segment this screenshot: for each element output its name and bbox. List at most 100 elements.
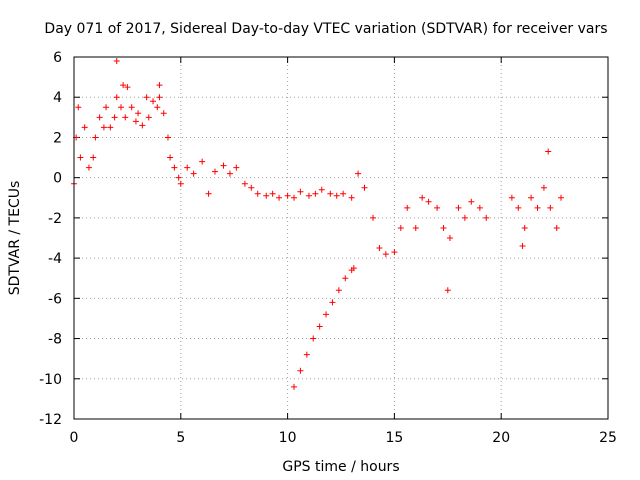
plot-frame xyxy=(73,56,609,420)
data-point xyxy=(263,192,270,199)
data-point xyxy=(124,84,131,91)
data-point xyxy=(75,104,82,111)
data-point xyxy=(455,204,462,211)
data-point xyxy=(312,190,319,197)
data-point xyxy=(156,82,163,89)
y-tick-label: 6 xyxy=(53,50,62,66)
tick-labels: 0 5 10 15 20 25 -12 -10 -8 -6 -4 -2 0 2 4 6 xyxy=(39,50,617,446)
data-point xyxy=(132,118,139,125)
data-point xyxy=(156,94,163,101)
y-tick-label: 0 xyxy=(53,171,62,187)
x-tick-label: 20 xyxy=(492,430,510,446)
data-point xyxy=(540,184,547,191)
data-point xyxy=(297,367,304,374)
data-point xyxy=(440,224,447,231)
data-point xyxy=(145,114,152,121)
data-point xyxy=(528,194,535,201)
data-point xyxy=(122,114,129,121)
data-point xyxy=(404,204,411,211)
data-point xyxy=(446,235,453,241)
data-point xyxy=(85,164,92,171)
data-point xyxy=(310,335,317,342)
data-point xyxy=(434,204,441,211)
grid xyxy=(74,57,608,419)
data-point xyxy=(160,110,167,117)
data-point xyxy=(316,323,323,330)
data-point xyxy=(77,154,84,161)
x-tick-label: 10 xyxy=(279,430,297,446)
data-point xyxy=(100,124,107,131)
y-tick-label: -10 xyxy=(39,372,62,388)
data-point xyxy=(553,224,560,231)
data-point xyxy=(90,154,97,161)
data-point xyxy=(534,204,541,211)
y-tick-label: 4 xyxy=(53,90,62,106)
data-point xyxy=(177,180,184,187)
data-point xyxy=(382,251,389,258)
data-point xyxy=(254,190,261,197)
data-point xyxy=(519,243,526,250)
y-tick-label: 2 xyxy=(53,130,62,146)
data-point xyxy=(269,190,276,197)
data-point xyxy=(248,184,255,191)
data-point xyxy=(150,98,157,105)
data-point xyxy=(476,204,483,211)
data-point xyxy=(199,158,206,165)
data-point xyxy=(297,188,304,195)
y-tick-label: -2 xyxy=(48,211,62,227)
data-point xyxy=(111,114,118,121)
data-point xyxy=(355,170,362,177)
data-point xyxy=(350,265,357,272)
data-point xyxy=(397,224,404,231)
data-point xyxy=(96,114,103,121)
data-point xyxy=(139,122,146,129)
data-point xyxy=(276,194,283,201)
x-tick-label: 5 xyxy=(176,430,185,446)
data-point xyxy=(143,94,150,101)
data-point xyxy=(333,192,340,199)
y-axis-label: SDTVAR / TECUs xyxy=(7,181,23,296)
data-point xyxy=(107,124,114,131)
data-point xyxy=(348,194,355,201)
data-point xyxy=(515,204,522,211)
data-point xyxy=(190,170,197,177)
y-tick-label: -4 xyxy=(48,251,62,267)
data-point xyxy=(419,194,426,201)
data-point xyxy=(103,104,110,111)
data-point xyxy=(376,245,383,252)
data-point xyxy=(205,190,212,197)
data-point xyxy=(558,194,565,201)
x-tick-label: 0 xyxy=(70,430,79,446)
data-point xyxy=(113,58,120,65)
data-point xyxy=(241,180,248,187)
data-point xyxy=(291,194,298,201)
data-point xyxy=(113,94,120,101)
data-point xyxy=(164,134,171,141)
data-point xyxy=(327,190,334,197)
data-point xyxy=(461,214,468,221)
data-point xyxy=(323,311,330,318)
data-point xyxy=(303,351,310,358)
data-point xyxy=(508,194,515,201)
x-tick-label: 15 xyxy=(385,430,403,446)
y-tick-label: -6 xyxy=(48,291,62,307)
data-point xyxy=(329,299,336,306)
data-point xyxy=(361,184,368,191)
x-tick-label: 25 xyxy=(599,430,617,446)
data-point xyxy=(226,170,233,177)
data-point xyxy=(154,104,161,111)
chart-title: Day 071 of 2017, Sidereal Day-to-day VTE… xyxy=(44,21,607,37)
data-point xyxy=(547,204,554,211)
data-point xyxy=(412,224,419,231)
data-point xyxy=(220,162,227,169)
data-point xyxy=(211,168,218,175)
data-point xyxy=(370,214,377,221)
data-point xyxy=(171,164,178,171)
data-point xyxy=(167,154,174,161)
data-point xyxy=(92,134,99,141)
y-tick-label: -8 xyxy=(48,332,62,348)
data-point xyxy=(284,192,291,199)
data-point xyxy=(120,82,127,89)
